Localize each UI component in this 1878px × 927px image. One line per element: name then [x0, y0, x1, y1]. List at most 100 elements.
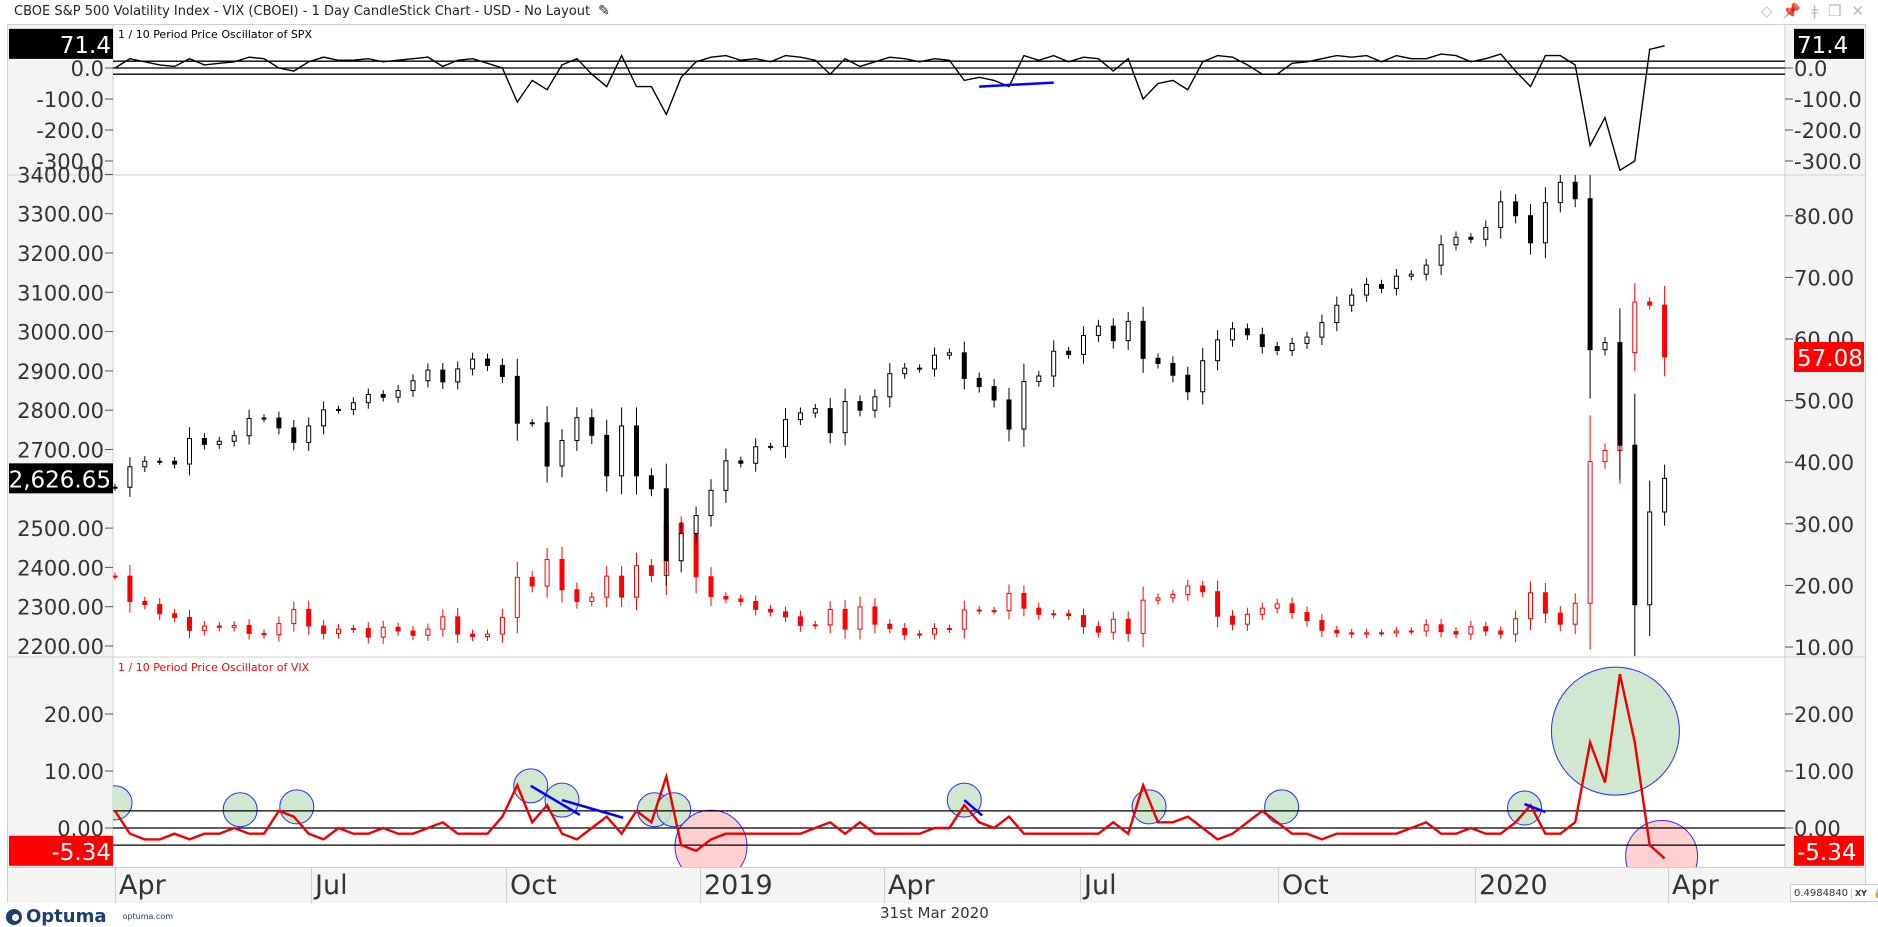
spx-oscillator-last-value: 71.4: [60, 33, 111, 59]
vix-candle: [1468, 626, 1474, 635]
vix-candle: [1632, 301, 1638, 354]
vix-candle: [812, 624, 818, 627]
spx-candle: [410, 380, 416, 392]
green-highlight-circle[interactable]: [1507, 790, 1543, 826]
vix-candle: [1259, 607, 1265, 615]
green-highlight-circle[interactable]: [1264, 789, 1300, 825]
spx-candle: [1274, 346, 1280, 351]
vix-candle: [1483, 626, 1489, 632]
green-highlight-circle[interactable]: [1550, 666, 1680, 796]
left-axis[interactable]: [8, 25, 113, 867]
vix-candle: [395, 626, 401, 632]
spx-candle: [127, 466, 133, 488]
spx-candle: [1230, 328, 1235, 341]
vix-candle: [1453, 631, 1459, 635]
spx-candle: [559, 439, 565, 467]
close-icon[interactable]: ✕: [1851, 2, 1864, 20]
vix-candle: [1215, 591, 1221, 617]
vix-candle: [946, 628, 952, 631]
pin-icon[interactable]: 📌: [1782, 2, 1802, 20]
vix-candle: [1319, 620, 1325, 631]
spx-candle: [1498, 201, 1504, 228]
axis-tick-label: 3000.00: [17, 321, 104, 345]
optuma-link[interactable]: optuma.com: [122, 912, 174, 921]
footer-date: 31st Mar 2020: [880, 904, 989, 922]
date-axis-separator: [115, 867, 116, 903]
trendline[interactable]: [979, 81, 1054, 88]
spx-candle: [1036, 375, 1042, 383]
spx-candle: [1110, 325, 1116, 342]
axis-tick-label: 2800.00: [17, 399, 104, 423]
edit-pencil-icon[interactable]: ✎: [598, 3, 610, 19]
lock-icon[interactable]: 🔒: [1870, 888, 1878, 899]
date-axis-separator: [1278, 867, 1279, 903]
spx-candle: [113, 486, 118, 489]
trendline[interactable]: [530, 784, 581, 816]
vix-candle: [1051, 613, 1057, 616]
restore-icon[interactable]: ❐: [1827, 2, 1842, 20]
vix-candle: [857, 606, 863, 630]
axis-tick-label: 10.00: [1794, 636, 1854, 660]
spx-candle: [738, 460, 744, 464]
spx-candle: [1155, 357, 1161, 364]
vix-candle: [634, 565, 639, 598]
spx-candle: [783, 419, 788, 447]
date-axis[interactable]: [8, 867, 1865, 903]
vix-candle: [1602, 449, 1608, 463]
axis-tick-label: 20.00: [1794, 703, 1854, 727]
spx-candle: [1393, 275, 1399, 289]
spx-candle: [291, 427, 297, 443]
spx-candle: [1051, 350, 1057, 377]
spx-candle: [1542, 202, 1548, 244]
green-highlight-circle[interactable]: [1131, 789, 1167, 825]
axis-tick-label: 70.00: [1794, 266, 1854, 290]
spx-candle: [499, 364, 505, 377]
vix-candle: [1408, 630, 1414, 633]
vix-candle: [1066, 613, 1072, 617]
vix-candle: [1110, 618, 1116, 633]
chart-title: CBOE S&P 500 Volatility Index - VIX (CBO…: [14, 3, 610, 19]
spx-candle: [306, 425, 312, 443]
spx-candle: [231, 435, 237, 442]
trendline[interactable]: [561, 798, 624, 819]
spx-candle: [529, 422, 535, 425]
spx-candle: [842, 401, 848, 434]
spx-candle: [574, 417, 580, 441]
trendline[interactable]: [1524, 802, 1546, 814]
vix-candle: [1662, 304, 1668, 358]
vix-candle: [723, 595, 729, 600]
vix-candle: [768, 608, 774, 613]
spx-candle: [932, 354, 937, 370]
vix-candle: [1200, 585, 1206, 593]
vix-candle: [1036, 607, 1042, 615]
axis-tick-label: 2900.00: [17, 360, 104, 384]
axis-tick-label: -300.0: [36, 150, 104, 174]
vix-candle: [410, 630, 416, 636]
vix-candle: [1542, 592, 1548, 614]
date-axis-separator: [884, 867, 885, 903]
diamond-icon[interactable]: ◇: [1760, 2, 1773, 20]
spx-candle: [991, 386, 997, 401]
xy-label[interactable]: XY: [1855, 888, 1867, 898]
axis-tick-label: 40.00: [1794, 451, 1854, 475]
vix-candle: [1095, 626, 1101, 633]
vix-candle: [1379, 632, 1384, 635]
spx-candle: [634, 425, 639, 477]
spx-last-value-box: [9, 463, 113, 494]
green-highlight-circle[interactable]: [98, 785, 133, 821]
vix-candle: [604, 575, 610, 598]
vix-candle: [589, 596, 595, 602]
vix-candle: [142, 600, 148, 605]
thermometer-icon[interactable]: ǂ: [1811, 2, 1818, 20]
axis-tick-label: -100.0: [1794, 88, 1862, 112]
optuma-logo-icon: [6, 908, 22, 925]
spx-oscillator-line: [114, 45, 1665, 172]
red-highlight-circle[interactable]: [1625, 820, 1699, 893]
green-highlight-circle[interactable]: [222, 792, 258, 828]
trendline[interactable]: [963, 799, 983, 817]
right-axis[interactable]: [1785, 25, 1865, 867]
vix-last-value-box: [1794, 341, 1864, 372]
spx-candle: [1528, 215, 1533, 244]
vix-oscillator-label: 1 / 10 Period Price Oscillator of VIX: [118, 661, 310, 674]
